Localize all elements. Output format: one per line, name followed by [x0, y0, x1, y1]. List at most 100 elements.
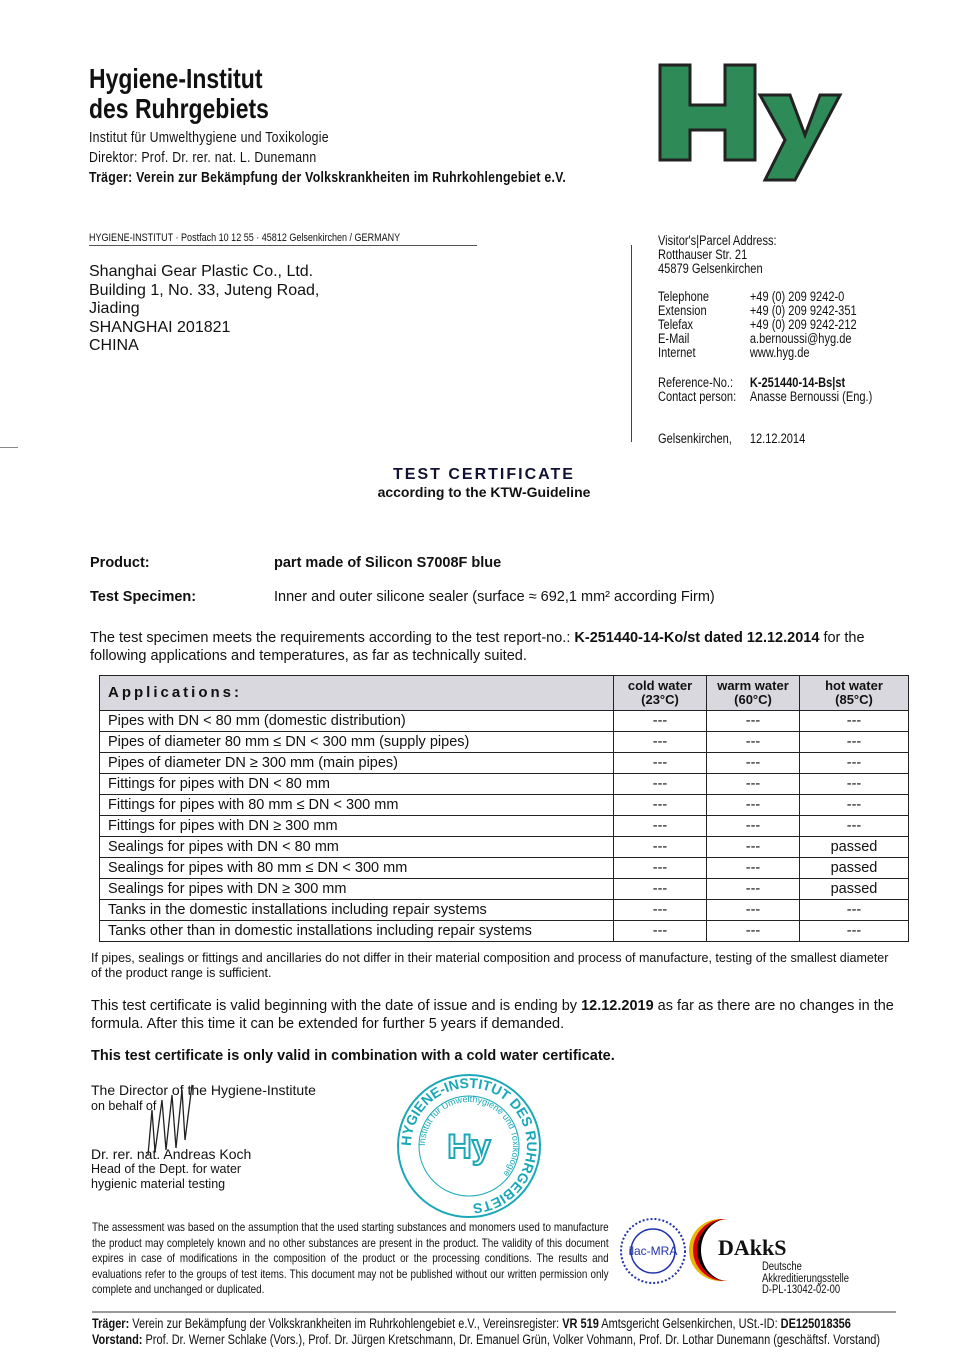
recipient-address: Shanghai Gear Plastic Co., Ltd. Building… — [89, 263, 319, 356]
table-row: Sealings for pipes with 80 mm ≤ DN < 300… — [99, 857, 909, 879]
certificate-subtitle: according to the KTW-Guideline — [377, 484, 591, 500]
result-cell: --- — [613, 794, 707, 816]
table-row: Sealings for pipes with DN < 80 mm --- ---… — [99, 836, 909, 858]
signature-block: The Director of the Hygiene-Institute on… — [91, 1082, 316, 1192]
signer-role: hygienic material testing — [91, 1177, 226, 1191]
table-row: Tanks in the domestic installations incl… — [99, 899, 909, 921]
footer-label: Vorstand: — [92, 1332, 143, 1347]
letterhead: Hygiene-Institut des Ruhrgebiets Institu… — [89, 64, 566, 188]
contact-value: +49 (0) 209 9242-212 — [749, 317, 857, 332]
header-applications: Applications: — [99, 675, 614, 711]
contact-label: E-Mail — [658, 331, 690, 346]
table-row: Pipes with DN < 80 mm (domestic distribu… — [99, 710, 909, 732]
website-link[interactable]: www.hyg.de — [749, 345, 810, 360]
sponsor: Träger: Verein zur Bekämpfung der Volksk… — [89, 169, 567, 186]
result-cell: --- — [799, 899, 909, 921]
signature-line: on behalf of — [91, 1099, 157, 1113]
title-block: TEST CERTIFICATE according to the KTW-Gu… — [0, 466, 960, 500]
recipient-line: SHANGHAI 201821 — [89, 318, 231, 336]
signature-line: The Director of the Hygiene-Institute — [91, 1082, 316, 1098]
table-row: Tanks other than in domestic installatio… — [99, 920, 909, 942]
result-cell: --- — [799, 815, 909, 837]
result-cell: --- — [613, 731, 707, 753]
place: Gelsenkirchen, — [658, 431, 732, 446]
contact-label: Internet — [658, 345, 696, 360]
contact-label: Telephone — [658, 289, 710, 304]
result-cell: --- — [613, 752, 707, 774]
recipient-line: CHINA — [89, 337, 139, 354]
institute-name-2: des Ruhrgebiets — [89, 93, 269, 124]
director: Direktor: Prof. Dr. rer. nat. L. Duneman… — [89, 149, 317, 166]
result-cell: --- — [613, 899, 707, 921]
result-cell: passed — [799, 857, 909, 879]
table-row: Sealings for pipes with DN ≥ 300 mm --- --… — [99, 878, 909, 900]
intro-text: for the following applications and tempe… — [90, 630, 865, 664]
result-cell: --- — [613, 815, 707, 837]
result-cell: --- — [613, 710, 707, 732]
dakks-details: Deutsche Akkreditierungsstelle D-PL-1304… — [762, 1261, 850, 1297]
result-cell: --- — [706, 920, 800, 942]
result-cell: --- — [613, 773, 707, 795]
sender-line: HYGIENE-INSTITUT · Postfach 10 12 55 · 4… — [89, 232, 401, 244]
institute-subtitle: Institut für Umwelthygiene und Toxikolog… — [89, 129, 329, 146]
institute-stamp: HYGIENE-INSTITUT DES RUHRGEBIETS Institu… — [397, 1074, 541, 1218]
dakks-arcs-icon — [697, 1219, 743, 1281]
street: Rotthauser Str. 21 — [658, 247, 748, 262]
product-value: part made of Silicon S7008F blue — [274, 555, 502, 571]
handwritten-signature — [147, 1084, 193, 1156]
intro-text: The test specimen meets the requirements… — [90, 630, 575, 646]
recipient-line: Jiading — [89, 300, 140, 317]
product-label: Product: — [90, 555, 150, 571]
signer-role: Head of the Dept. for water — [91, 1162, 242, 1176]
institute-name-1: Hygiene-Institut — [89, 63, 263, 94]
application-cell: Fittings for pipes with 80 mm ≤ DN < 300… — [99, 794, 614, 816]
disclaimer: The assessment was based on the assumpti… — [92, 1220, 609, 1297]
result-cell: --- — [706, 710, 800, 732]
recipient-line: Shanghai Gear Plastic Co., Ltd. — [89, 263, 314, 280]
email-link[interactable]: a.bernoussi@hyg.de — [749, 331, 852, 346]
report-number: K-251440-14-Ko/st dated 12.12.2014 — [574, 630, 820, 646]
register-number: VR 519 — [562, 1316, 599, 1331]
result-cell: --- — [706, 815, 800, 837]
vat-id: DE125018356 — [780, 1316, 851, 1331]
result-cell: --- — [706, 794, 800, 816]
result-cell: --- — [799, 731, 909, 753]
footer: Träger: Verein zur Bekämpfung der Volksk… — [92, 1316, 880, 1348]
result-cell: passed — [799, 836, 909, 858]
validity-date: 12.12.2019 — [581, 998, 654, 1014]
application-cell: Sealings for pipes with DN < 80 mm — [99, 836, 614, 858]
contact-label: Extension — [658, 303, 707, 318]
reference-value: K-251440-14-Bs|st — [749, 375, 846, 390]
dakks-line: Akkreditierungsstelle — [762, 1272, 850, 1285]
contact-block: Visitor's|Parcel Address: Rotthauser Str… — [658, 234, 872, 446]
application-cell: Sealings for pipes with 80 mm ≤ DN < 300… — [99, 857, 614, 879]
table-row: Fittings for pipes with 80 mm ≤ DN < 300… — [99, 794, 909, 816]
dakks-logo-text: DAkkS — [718, 1235, 787, 1260]
application-cell: Fittings for pipes with DN < 80 mm — [99, 773, 614, 795]
note-paragraph: If pipes, sealings or fittings and ancil… — [91, 951, 889, 980]
city: 45879 Gelsenkirchen — [658, 261, 763, 276]
result-cell: --- — [706, 752, 800, 774]
validity-text: This test certificate is valid beginning… — [91, 998, 582, 1014]
specimen-label: Test Specimen: — [90, 589, 197, 605]
footer-text: Prof. Dr. Werner Schlake (Vors.), Prof. … — [142, 1332, 881, 1347]
recipient-line: Building 1, No. 33, Juteng Road, — [89, 281, 320, 299]
application-cell: Pipes of diameter 80 mm ≤ DN < 300 mm (s… — [99, 731, 614, 753]
footer-text: Verein zur Bekämpfung der Volkskrankheit… — [129, 1316, 563, 1331]
header-warm-water: warm water (60°C) — [706, 675, 800, 711]
validity-text: as far as there are no changes in the fo… — [91, 998, 894, 1032]
date: 12.12.2014 — [749, 431, 806, 446]
validity-paragraph: This test certificate is valid beginning… — [91, 998, 899, 1033]
result-cell: --- — [706, 773, 800, 795]
result-cell: --- — [613, 920, 707, 942]
fold-mark — [0, 447, 18, 448]
result-cell: --- — [613, 836, 707, 858]
result-cell: --- — [706, 878, 800, 900]
application-cell: Pipes with DN < 80 mm (domestic distribu… — [99, 710, 614, 732]
ilac-text: ilac-MRA — [629, 1244, 678, 1258]
result-cell: --- — [706, 731, 800, 753]
result-cell: --- — [799, 794, 909, 816]
footer-label: Träger: — [92, 1316, 130, 1331]
result-cell: --- — [706, 836, 800, 858]
visitor-label: Visitor's|Parcel Address: — [658, 233, 777, 248]
